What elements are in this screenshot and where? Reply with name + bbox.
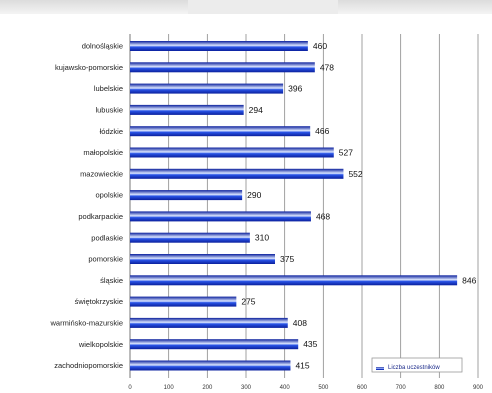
value-label: 408: [293, 318, 307, 328]
legend-swatch: [376, 367, 384, 370]
bar: [130, 360, 291, 371]
x-axis-ticks: 0 100 200 300 400 500 600 700 800 900: [128, 385, 483, 391]
bar: [130, 211, 311, 222]
category-label: świętokrzyskie: [75, 297, 123, 306]
bar: [130, 41, 308, 51]
bar: [130, 339, 299, 350]
value-label: 290: [247, 190, 261, 200]
x-tick-label: 0: [128, 385, 132, 391]
value-label: 460: [313, 41, 327, 51]
bar: [130, 296, 237, 307]
category-label: mazowieckie: [80, 169, 123, 178]
x-tick-label: 600: [357, 385, 368, 391]
x-tick-label: 200: [202, 385, 213, 391]
category-label: lubelskie: [94, 84, 123, 93]
x-tick-label: 100: [164, 385, 175, 391]
x-tick-label: 800: [434, 385, 445, 391]
value-label: 294: [249, 105, 263, 115]
legend-label: Liczba uczestników: [388, 365, 440, 371]
category-label: pomorskie: [88, 255, 123, 264]
value-label: 396: [288, 84, 302, 94]
x-tick-label: 300: [241, 385, 252, 391]
window-top-tab: [188, 0, 338, 14]
legend-box: [371, 357, 463, 373]
bar: [130, 168, 344, 179]
bar: [130, 83, 284, 94]
value-label: 375: [280, 254, 294, 264]
category-label: warmińsko-mazurskie: [49, 319, 123, 328]
value-label: 275: [241, 297, 255, 307]
legend: Liczba uczestników: [371, 357, 463, 373]
category-label: podkarpackie: [78, 212, 123, 221]
bar: [130, 275, 458, 286]
bars: [130, 41, 458, 371]
value-label: 846: [462, 275, 476, 285]
x-tick-label: 400: [280, 385, 291, 391]
x-tick-label: 700: [396, 385, 407, 391]
value-label: 478: [320, 62, 334, 72]
category-label: podlaskie: [91, 233, 123, 242]
value-label: 435: [303, 339, 317, 349]
category-label: zachodniopomorskie: [54, 361, 123, 370]
bar: [130, 104, 244, 115]
category-label: dolnośląskie: [82, 42, 123, 51]
category-labels: dolnośląskie kujawsko-pomorskie lubelskie l…: [49, 42, 123, 371]
category-label: śląskie: [100, 276, 123, 285]
value-label: 310: [255, 233, 269, 243]
category-label: opolskie: [95, 191, 123, 200]
bar: [130, 232, 250, 243]
value-label: 466: [315, 126, 329, 136]
bar: [130, 126, 311, 137]
category-label: kujawsko-pomorskie: [55, 63, 123, 72]
bar: [130, 62, 315, 73]
bar: [130, 317, 288, 328]
value-label: 468: [316, 211, 330, 221]
bar: [130, 254, 275, 264]
x-tick-label: 500: [318, 385, 329, 391]
value-label: 552: [348, 169, 362, 179]
category-label: małopolskie: [83, 148, 123, 157]
category-label: łódzkie: [100, 127, 123, 136]
bar: [130, 147, 334, 158]
value-labels: 460 478 396 294 466 527 552 290 468 310 375 846 275 4…: [241, 41, 476, 371]
value-label: 415: [295, 361, 309, 371]
bar: [130, 190, 243, 201]
x-tick-label: 900: [473, 385, 484, 391]
category-label: wielkopolskie: [78, 340, 123, 349]
value-label: 527: [339, 148, 353, 158]
category-label: lubuskie: [95, 106, 123, 115]
